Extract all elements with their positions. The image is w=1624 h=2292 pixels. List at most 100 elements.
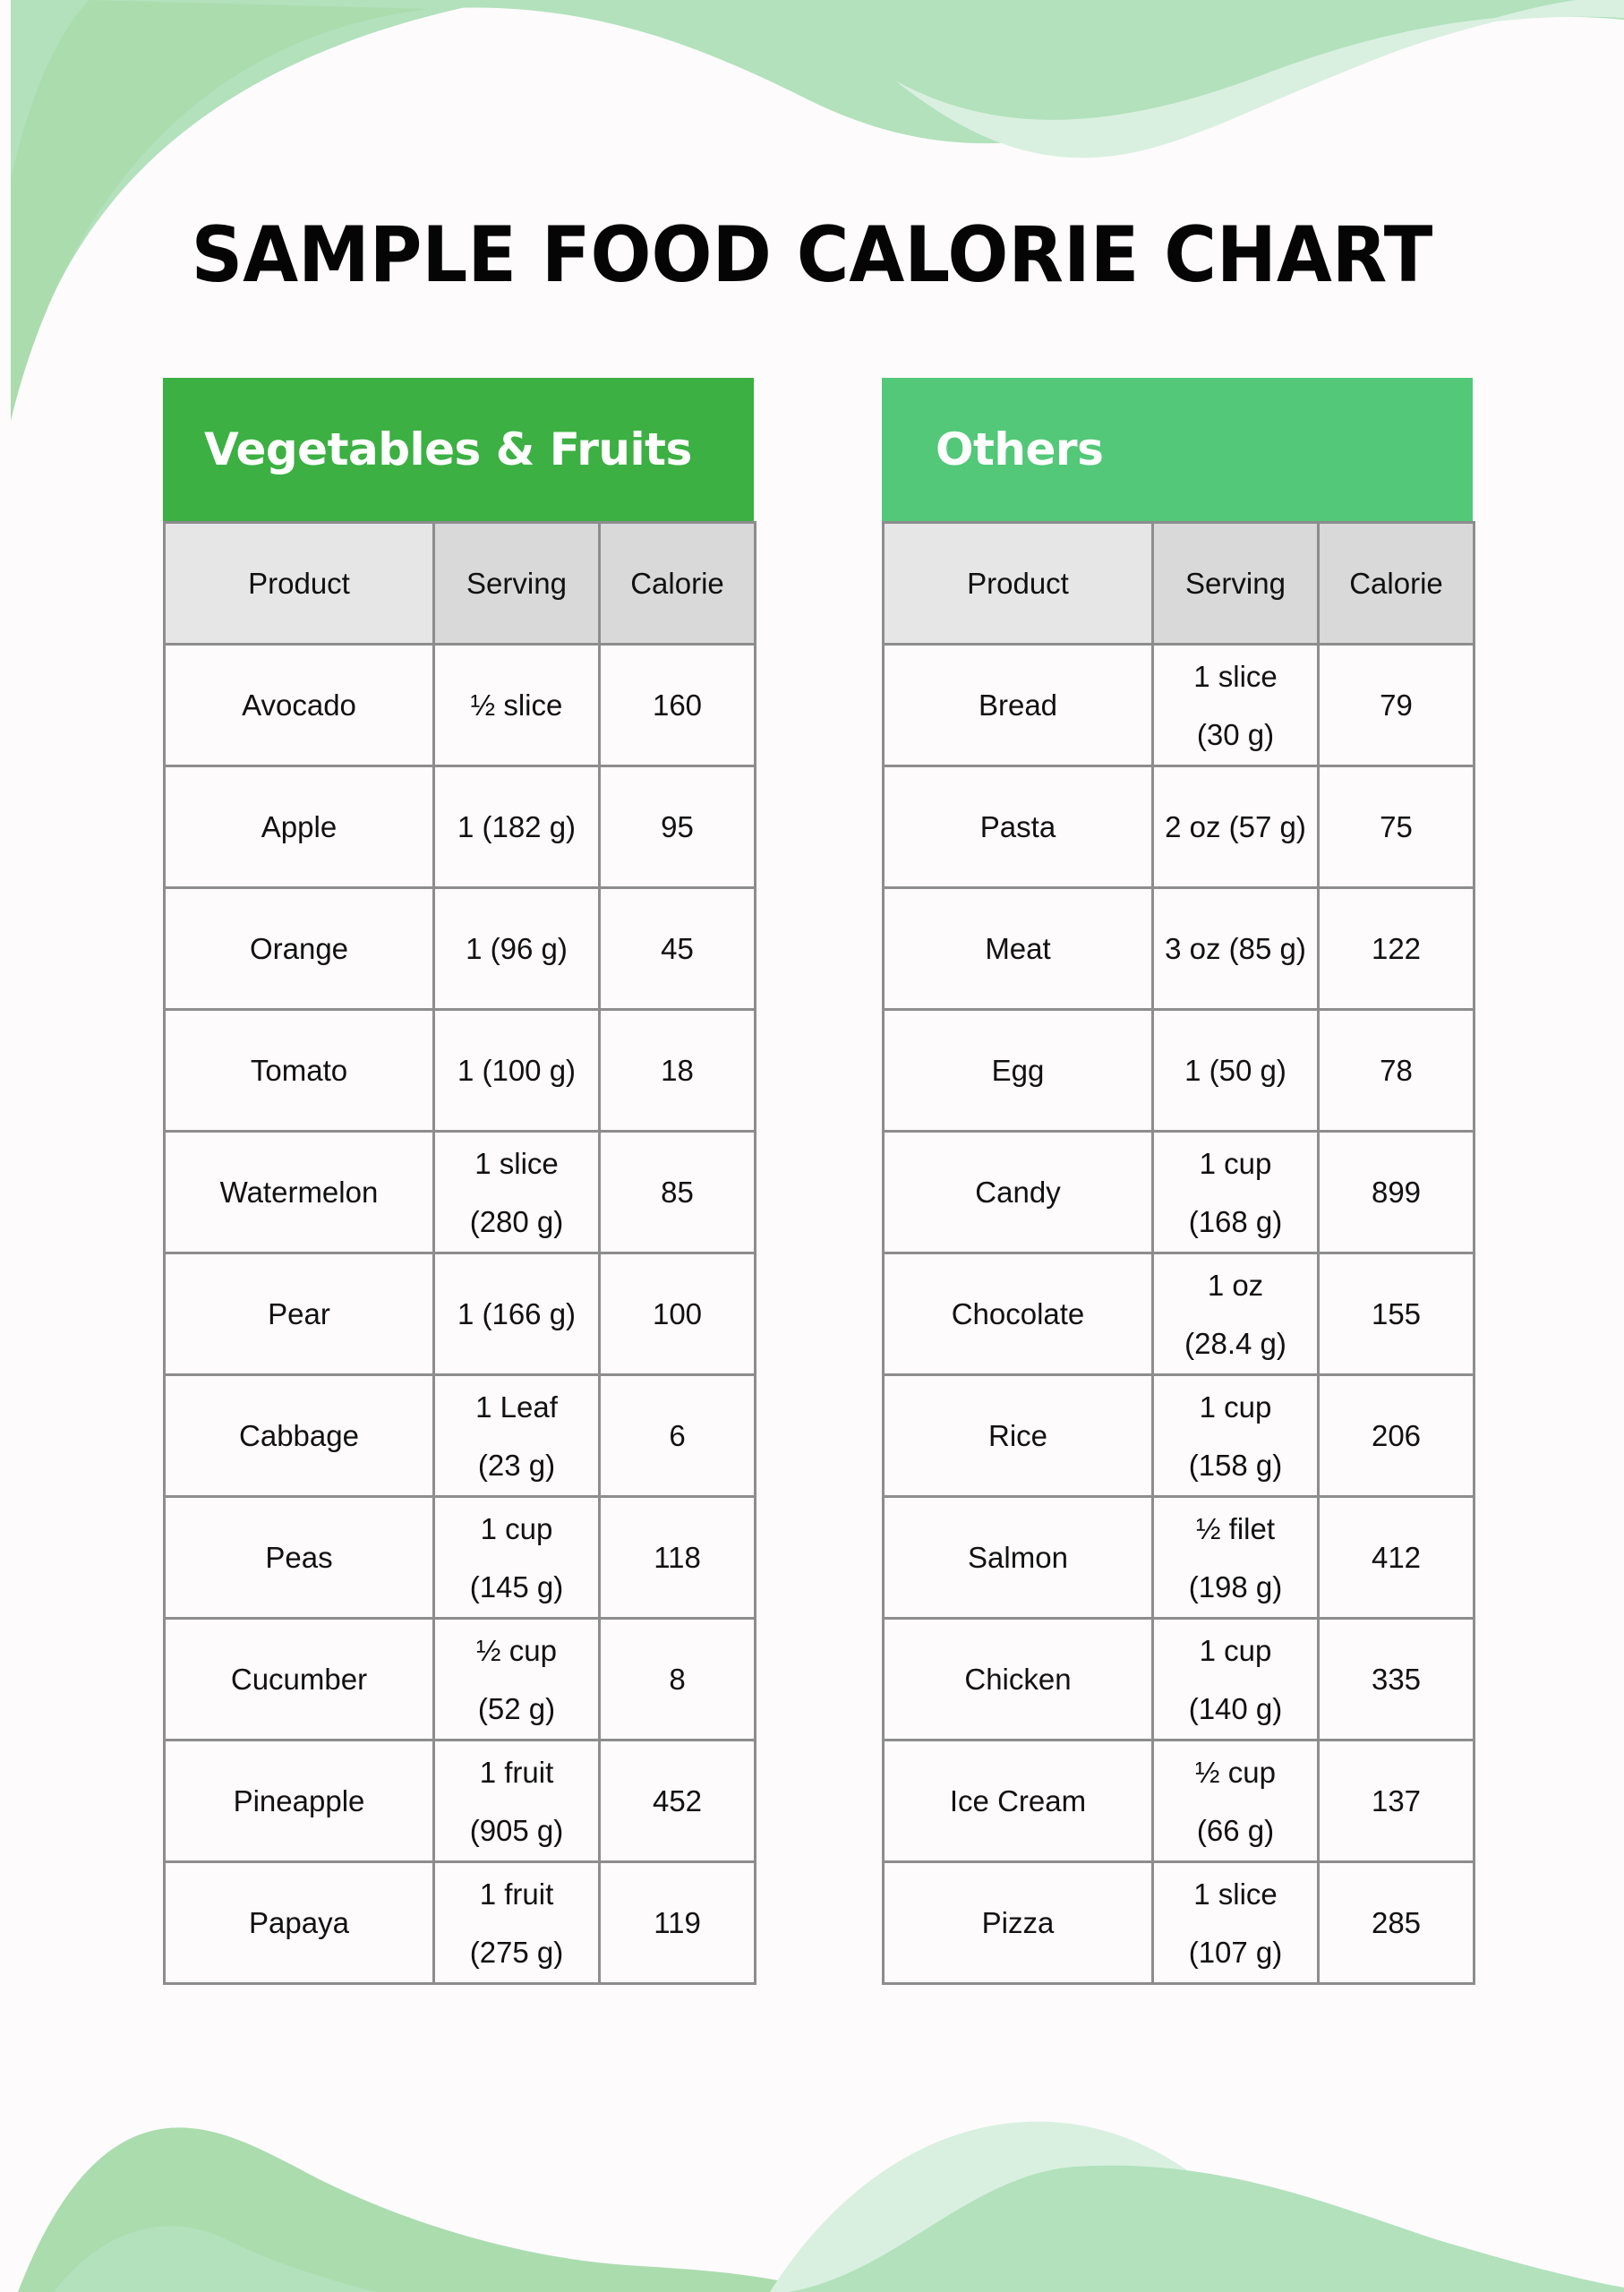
serving-cell: 1 slice (280 g) <box>432 1130 601 1254</box>
calorie-cell: 79 <box>1317 643 1475 767</box>
calorie-cell: 45 <box>598 886 756 1011</box>
product-cell: Pasta <box>882 765 1154 889</box>
product-cell: Avocado <box>163 643 435 767</box>
serving-cell: 1 Leaf (23 g) <box>432 1373 601 1498</box>
serving-cell: ½ filet (198 g) <box>1151 1495 1320 1620</box>
serving-line: (28.4 g) <box>1184 1326 1286 1360</box>
product-cell: Salmon <box>882 1495 1154 1620</box>
table-row: Rice 1 cup (158 g) 206 <box>882 1373 1475 1498</box>
product-cell: Rice <box>882 1373 1154 1498</box>
serving-line: 2 oz (57 g) <box>1165 810 1306 843</box>
others-table: Product Serving Calorie Bread 1 slice (30 … <box>882 521 1475 1985</box>
calorie-cell: 75 <box>1317 765 1475 889</box>
calorie-cell: 285 <box>1317 1860 1475 1985</box>
table-row: Ice Cream ½ cup (66 g) 137 <box>882 1739 1475 1863</box>
serving-line: (23 g) <box>477 1448 556 1482</box>
table-row: Candy 1 cup (168 g) 899 <box>882 1130 1475 1254</box>
calorie-cell: 899 <box>1317 1130 1475 1254</box>
serving-line: 3 oz (85 g) <box>1165 932 1306 965</box>
table-row: Pizza 1 slice (107 g) 285 <box>882 1860 1475 1985</box>
column-header-serving: Serving <box>432 521 601 646</box>
others-body: Bread 1 slice (30 g) 79 Pasta 2 oz (57 g) 75 Me… <box>882 643 1475 1985</box>
serving-line: ½ cup <box>1195 1755 1276 1789</box>
product-cell: Pizza <box>882 1860 1154 1985</box>
calorie-cell: 6 <box>598 1373 756 1498</box>
serving-line: ½ filet <box>1195 1511 1276 1545</box>
serving-line: 1 (182 g) <box>457 810 577 843</box>
column-header-row: Product Serving Calorie <box>882 521 1475 646</box>
product-cell: Meat <box>882 886 1154 1011</box>
serving-line: 1 (100 g) <box>457 1054 577 1087</box>
table-row: Apple 1 (182 g) 95 <box>163 765 756 889</box>
table-row: Tomato 1 (100 g) 18 <box>163 1008 756 1133</box>
serving-line: (168 g) <box>1188 1204 1283 1238</box>
table-row: Chicken 1 cup (140 g) 335 <box>882 1617 1475 1741</box>
serving-line: (30 g) <box>1196 717 1275 751</box>
table-row: Watermelon 1 slice (280 g) 85 <box>163 1130 756 1254</box>
table-row: Peas 1 cup (145 g) 118 <box>163 1495 756 1620</box>
serving-cell: 1 (166 g) <box>432 1252 601 1376</box>
serving-line: 1 (50 g) <box>1184 1054 1286 1087</box>
serving-line: 1 cup <box>1199 1633 1272 1667</box>
table-row: Salmon ½ filet (198 g) 412 <box>882 1495 1475 1620</box>
product-cell: Orange <box>163 886 435 1011</box>
product-cell: Papaya <box>163 1860 435 1985</box>
serving-line: 1 slice <box>1193 659 1278 693</box>
calorie-cell: 206 <box>1317 1373 1475 1498</box>
serving-cell: 1 cup (168 g) <box>1151 1130 1320 1254</box>
product-cell: Ice Cream <box>882 1739 1154 1863</box>
table-row: Pear 1 (166 g) 100 <box>163 1252 756 1376</box>
calorie-cell: 95 <box>598 765 756 889</box>
column-header-product: Product <box>882 521 1154 646</box>
column-header-serving: Serving <box>1151 521 1320 646</box>
table-row: Papaya 1 fruit (275 g) 119 <box>163 1860 756 1985</box>
table-row: Cucumber ½ cup (52 g) 8 <box>163 1617 756 1741</box>
top-left-wave <box>11 0 430 421</box>
serving-line: ½ slice <box>470 688 563 722</box>
serving-line: (140 g) <box>1188 1691 1283 1725</box>
serving-line: (198 g) <box>1188 1569 1283 1604</box>
serving-cell: ½ cup (52 g) <box>432 1617 601 1741</box>
calorie-cell: 335 <box>1317 1617 1475 1741</box>
serving-line: (280 g) <box>469 1204 564 1238</box>
serving-cell: 1 oz (28.4 g) <box>1151 1252 1320 1376</box>
top-wave-pale <box>895 0 1624 158</box>
serving-cell: 2 oz (57 g) <box>1151 765 1320 889</box>
serving-line: ½ cup <box>476 1633 557 1667</box>
calorie-cell: 160 <box>598 643 756 767</box>
serving-cell: 1 cup (145 g) <box>432 1495 601 1620</box>
product-cell: Apple <box>163 765 435 889</box>
vegetables-fruits-body: Avocado ½ slice 160 Apple 1 (182 g) 95 Orange 1… <box>163 643 756 1985</box>
serving-cell: 1 cup (158 g) <box>1151 1373 1320 1498</box>
product-cell: Chicken <box>882 1617 1154 1741</box>
serving-cell: 1 slice (107 g) <box>1151 1860 1320 1985</box>
serving-cell: ½ slice <box>432 643 601 767</box>
calorie-cell: 137 <box>1317 1739 1475 1863</box>
calorie-cell: 122 <box>1317 886 1475 1011</box>
product-cell: Bread <box>882 643 1154 767</box>
serving-line: (145 g) <box>469 1569 564 1604</box>
others-header: Others <box>882 378 1473 521</box>
table-row: Meat 3 oz (85 g) 122 <box>882 886 1475 1011</box>
serving-cell: 1 fruit (275 g) <box>432 1860 601 1985</box>
product-cell: Peas <box>163 1495 435 1620</box>
calorie-cell: 85 <box>598 1130 756 1254</box>
serving-line: 1 cup <box>1199 1390 1272 1424</box>
others-panel: Others Product Serving Calorie Bread 1 sl… <box>882 378 1475 1985</box>
serving-line: 1 fruit <box>479 1877 554 1911</box>
calorie-cell: 78 <box>1317 1008 1475 1133</box>
calorie-cell: 18 <box>598 1008 756 1133</box>
calorie-cell: 412 <box>1317 1495 1475 1620</box>
serving-line: (905 g) <box>469 1813 564 1847</box>
serving-line: 1 Leaf <box>475 1390 558 1424</box>
column-header-product: Product <box>163 521 435 646</box>
table-row: Bread 1 slice (30 g) 79 <box>882 643 1475 767</box>
serving-line: (107 g) <box>1188 1935 1283 1969</box>
calorie-cell: 100 <box>598 1252 756 1376</box>
calorie-cell: 452 <box>598 1739 756 1863</box>
table-row: Egg 1 (50 g) 78 <box>882 1008 1475 1133</box>
vegetables-fruits-header: Vegetables & Fruits <box>163 378 754 521</box>
serving-cell: 1 (100 g) <box>432 1008 601 1133</box>
product-cell: Chocolate <box>882 1252 1154 1376</box>
